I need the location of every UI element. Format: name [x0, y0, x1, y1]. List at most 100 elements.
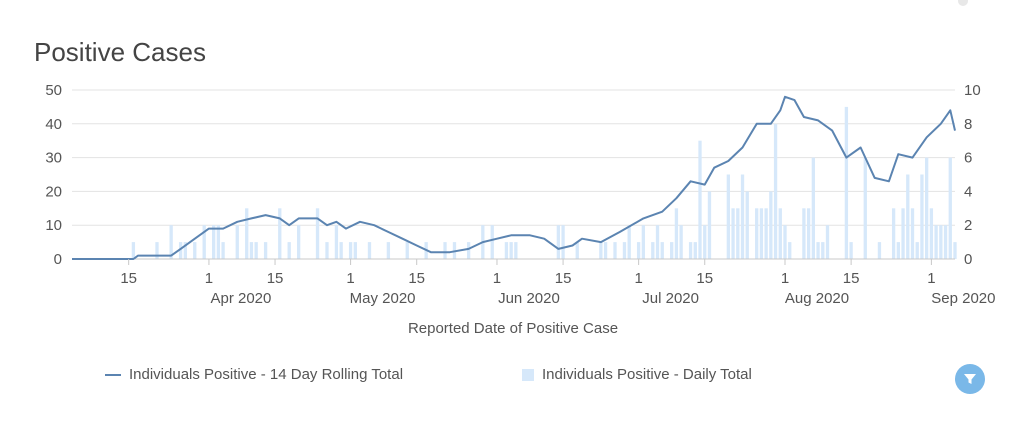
daily-total-bar — [504, 242, 509, 259]
daily-total-bar — [348, 242, 353, 259]
y-left-tick-label: 20 — [45, 183, 62, 200]
daily-total-bar — [575, 242, 579, 259]
daily-total-bar — [674, 208, 679, 259]
daily-total-bar — [740, 174, 745, 259]
daily-total-bar — [245, 208, 249, 259]
daily-total-bar — [655, 225, 660, 259]
daily-total-bar — [367, 242, 372, 259]
daily-total-bar — [901, 208, 905, 259]
x-tick-month-label: Aug 2020 — [785, 290, 849, 307]
daily-total-bar — [339, 242, 343, 259]
corner-dot — [958, 0, 968, 6]
daily-total-bar — [925, 157, 929, 259]
daily-total-bar — [745, 191, 749, 259]
daily-total-bar — [651, 242, 655, 259]
daily-total-bar — [287, 242, 291, 259]
daily-total-bar — [891, 208, 896, 259]
daily-total-bar — [929, 208, 934, 259]
daily-total-bar — [698, 140, 702, 259]
daily-total-bar — [811, 157, 815, 259]
daily-total-bar — [514, 242, 518, 259]
filter-button[interactable] — [955, 364, 985, 394]
daily-total-bar — [877, 242, 882, 259]
daily-total-bar — [263, 242, 268, 259]
legend-item-bars[interactable]: Individuals Positive - Daily Total — [522, 366, 752, 383]
daily-total-bar — [773, 123, 778, 259]
daily-total-bar — [755, 208, 759, 259]
daily-total-bar — [783, 225, 787, 259]
y-left-tick-label: 0 — [54, 251, 62, 268]
daily-total-bar — [821, 242, 825, 259]
daily-total-bar — [910, 208, 915, 259]
daily-total-bar — [660, 242, 664, 259]
daily-total-bar — [386, 242, 391, 259]
daily-total-bar — [806, 208, 811, 259]
daily-total-bar — [863, 157, 867, 259]
daily-total-bar — [315, 208, 320, 259]
y-right-tick-label: 2 — [964, 217, 972, 234]
y-left-tick-label: 50 — [45, 82, 62, 99]
y-right-tick-label: 0 — [964, 251, 972, 268]
x-tick-label: 15 — [408, 270, 425, 287]
x-tick-month-label: Apr 2020 — [210, 290, 271, 307]
filter-icon — [964, 374, 976, 384]
x-tick-month-label: Sep 2020 — [931, 290, 995, 307]
daily-total-bar — [193, 242, 197, 259]
daily-total-bar — [334, 225, 339, 259]
daily-total-bar — [221, 242, 225, 259]
daily-total-bar — [178, 242, 183, 259]
daily-total-bar — [636, 242, 641, 259]
daily-total-bar — [764, 208, 768, 259]
daily-total-bar — [703, 225, 707, 259]
daily-total-bar — [556, 225, 561, 259]
legend-bar-label: Individuals Positive - Daily Total — [542, 366, 752, 383]
x-tick-label: 15 — [555, 270, 572, 287]
daily-total-bar — [155, 242, 159, 259]
daily-total-bar — [688, 242, 693, 259]
daily-total-bar — [920, 174, 924, 259]
daily-total-bar — [353, 242, 357, 259]
daily-total-bar — [249, 242, 254, 259]
daily-total-bar — [679, 225, 683, 259]
daily-total-bar — [325, 242, 329, 259]
daily-total-bar — [212, 225, 216, 259]
daily-total-bar — [613, 242, 617, 259]
daily-total-bar — [802, 208, 806, 259]
y-right-tick-label: 8 — [964, 116, 972, 133]
daily-total-bar — [844, 106, 849, 260]
daily-total-bar — [778, 208, 782, 259]
x-axis-title: Reported Date of Positive Case — [408, 320, 618, 337]
x-tick-month-label: Jun 2020 — [498, 290, 560, 307]
daily-total-bar — [183, 242, 187, 259]
daily-total-bar — [278, 208, 282, 259]
x-tick-label: 15 — [120, 270, 137, 287]
daily-total-bar — [509, 242, 513, 259]
daily-total-bar — [627, 225, 631, 259]
x-tick-month-label: May 2020 — [350, 290, 416, 307]
daily-total-bar — [443, 242, 447, 259]
legend-line-swatch — [105, 373, 121, 376]
daily-total-bar — [235, 225, 239, 259]
daily-total-bar — [939, 225, 943, 259]
daily-total-bar — [736, 208, 740, 259]
daily-total-bar — [707, 191, 712, 259]
legend-item-line[interactable]: Individuals Positive - 14 Day Rolling To… — [105, 366, 403, 383]
x-tick-label: 1 — [346, 270, 354, 287]
y-right-tick-label: 10 — [964, 82, 981, 99]
x-tick-month-label: Jul 2020 — [642, 290, 699, 307]
daily-total-bar — [816, 242, 820, 259]
rolling-total-line — [72, 95, 956, 260]
daily-total-bar — [254, 242, 258, 259]
x-tick-label: 1 — [634, 270, 642, 287]
legend-bar-swatch — [522, 368, 534, 381]
daily-total-bar — [915, 242, 919, 259]
daily-total-bar — [296, 225, 301, 259]
daily-total-bar — [934, 225, 938, 259]
daily-total-bar — [731, 208, 735, 259]
daily-total-bar — [603, 242, 608, 259]
daily-total-bar — [169, 225, 173, 259]
x-tick-label: 15 — [696, 270, 713, 287]
daily-total-bar — [599, 242, 603, 259]
daily-total-bar — [622, 242, 627, 259]
